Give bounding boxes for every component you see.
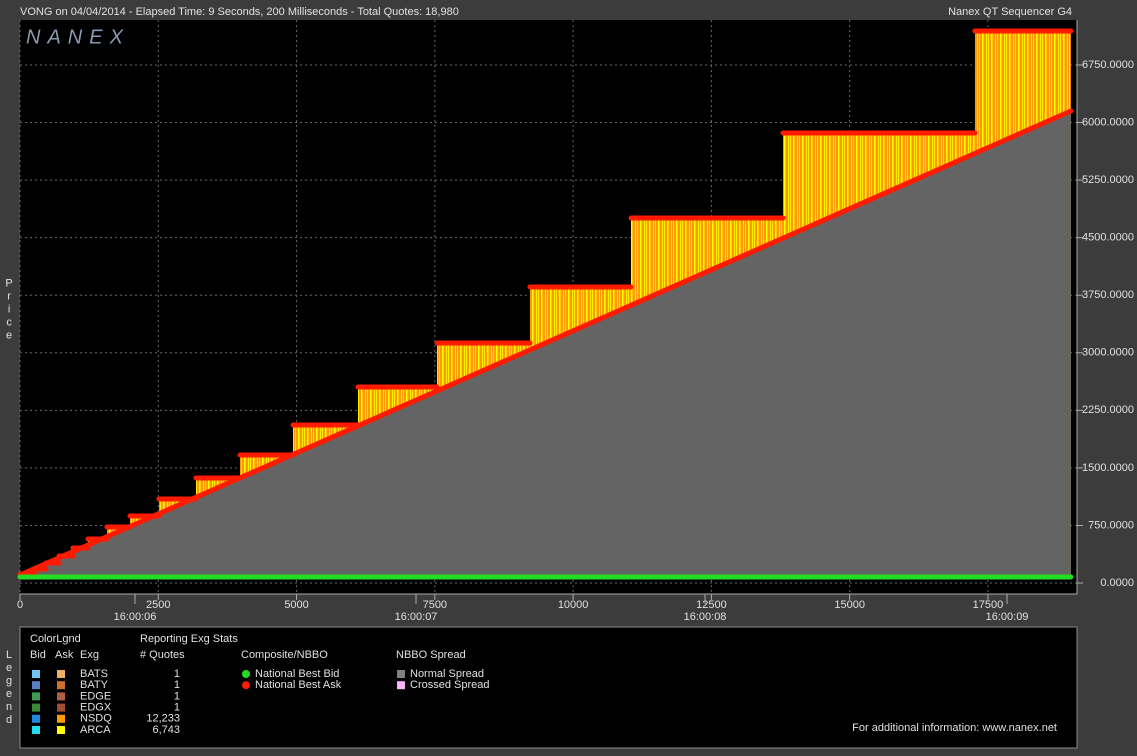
ask-swatch	[57, 692, 65, 701]
legend-heading: # Quotes	[140, 649, 185, 661]
y-tick-label: 3000.0000	[1082, 347, 1134, 359]
ask-swatch	[57, 670, 65, 678]
time-tick-label: 16:00:07	[395, 611, 438, 623]
info-text: For additional information: www.nanex.ne…	[852, 722, 1057, 734]
x-tick-label: 5000	[284, 599, 308, 611]
exchange-name: BATY	[80, 679, 109, 691]
x-tick-label: 15000	[834, 599, 865, 611]
header-product: Nanex QT Sequencer G4	[948, 6, 1072, 18]
legend-heading: NBBO Spread	[396, 649, 466, 661]
legend-heading: Composite/NBBO	[241, 649, 328, 661]
spread-name: Crossed Spread	[410, 679, 490, 691]
bid-swatch	[32, 726, 40, 734]
exchange-name: BATS	[80, 668, 108, 680]
x-tick-label: 12500	[696, 599, 727, 611]
ask-swatch	[57, 681, 65, 690]
y-tick-label: 0.0000	[1100, 577, 1134, 589]
quote-count: 1	[174, 702, 180, 714]
quote-count: 1	[174, 679, 180, 691]
bid-swatch	[32, 714, 40, 723]
y-tick-label: 1500.0000	[1082, 462, 1134, 474]
y-tick-label: 6750.0000	[1082, 59, 1134, 71]
legend-box	[19, 626, 1078, 749]
time-tick-label: 16:00:09	[986, 611, 1029, 623]
quote-count: 6,743	[152, 724, 180, 736]
ask-swatch	[57, 714, 65, 723]
time-tick-label: 16:00:06	[114, 611, 157, 623]
y-axis-label: Price	[3, 278, 15, 343]
x-tick-label: 2500	[146, 599, 170, 611]
legend-heading: Bid	[30, 649, 46, 661]
nbbo-swatch	[242, 681, 250, 690]
spread-swatch	[397, 670, 405, 678]
x-tick-label: 10000	[558, 599, 589, 611]
y-tick-label: 750.0000	[1088, 519, 1134, 531]
quote-count: 12,233	[146, 713, 180, 725]
y-tick-label: 3750.0000	[1082, 289, 1134, 301]
legend-heading: ColorLgnd	[30, 633, 81, 645]
bid-swatch	[32, 681, 40, 690]
y-tick-label: 2250.0000	[1082, 404, 1134, 416]
legend-heading: Ask	[55, 649, 74, 661]
exchange-name: ARCA	[80, 724, 111, 736]
watermark: NANEX	[26, 26, 130, 48]
spread-name: Normal Spread	[410, 668, 484, 680]
x-tick-label: 7500	[423, 599, 447, 611]
ask-swatch	[57, 703, 65, 712]
nbbo-swatch	[242, 670, 250, 678]
exchange-name: EDGX	[80, 702, 112, 714]
bid-swatch	[32, 670, 40, 678]
bid-swatch	[32, 692, 40, 701]
exchange-name: EDGE	[80, 690, 111, 702]
nbbo-name: National Best Ask	[255, 679, 342, 691]
legend-heading: Exg	[80, 649, 99, 661]
time-tick-label: 16:00:08	[684, 611, 727, 623]
header-title: VONG on 04/04/2014 - Elapsed Time: 9 Sec…	[20, 6, 459, 18]
exchange-name: NSDQ	[80, 713, 112, 725]
quote-count: 1	[174, 690, 180, 702]
y-tick-label: 4500.0000	[1082, 232, 1134, 244]
quote-count: 1	[174, 668, 180, 680]
y-tick-label: 5250.0000	[1082, 174, 1134, 186]
x-tick-label: 0	[17, 599, 23, 611]
legend-heading: Reporting Exg Stats	[140, 633, 238, 645]
nbbo-name: National Best Bid	[255, 668, 339, 680]
ask-swatch	[57, 726, 65, 734]
bid-swatch	[32, 703, 40, 712]
legend-title: Legend	[3, 649, 15, 727]
y-tick-label: 6000.0000	[1082, 116, 1134, 128]
spread-swatch	[397, 681, 405, 690]
x-tick-label: 17500	[973, 599, 1004, 611]
